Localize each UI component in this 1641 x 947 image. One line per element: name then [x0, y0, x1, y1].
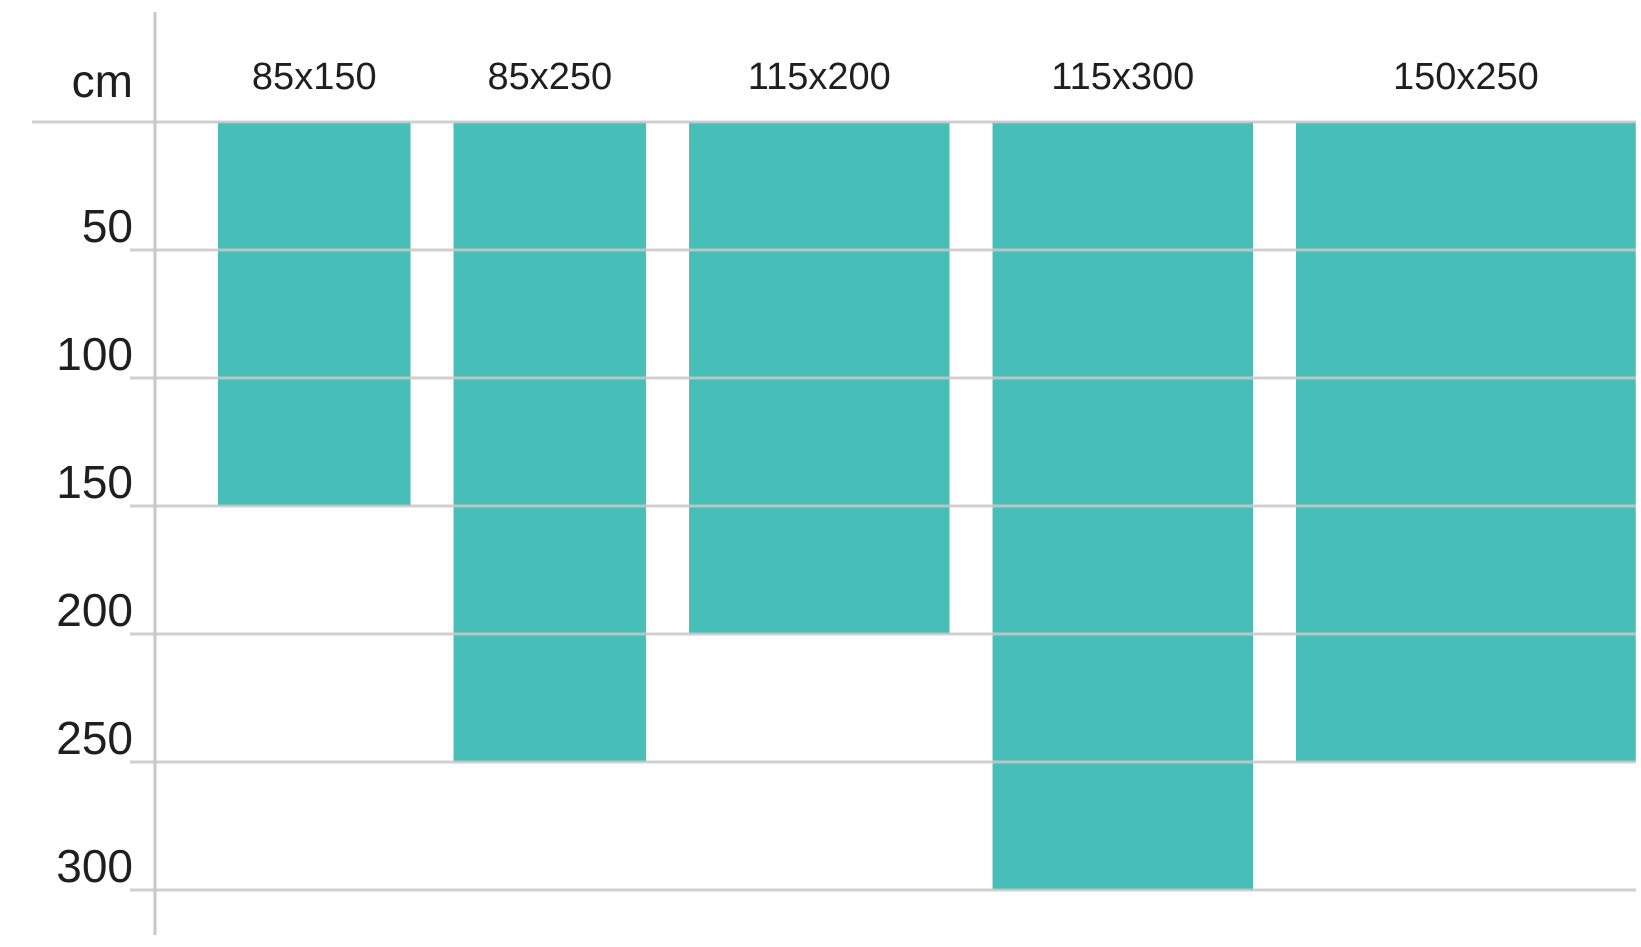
unit-label: cm [72, 55, 133, 107]
tick-labels: 50 100 150 200 250 300 [56, 200, 133, 892]
category-label: 150x250 [1393, 56, 1539, 98]
grid-layer [32, 120, 1636, 892]
y-tick-label: 50 [82, 200, 133, 252]
bar-85x150 [218, 122, 411, 506]
category-label: 115x200 [748, 56, 891, 98]
y-tick-label: 200 [56, 584, 133, 636]
y-tick-label: 150 [56, 456, 133, 508]
category-labels: 85x150 85x250 115x200 115x300 150x250 [252, 56, 1539, 98]
y-tick-label: 100 [56, 328, 133, 380]
bar-150x250 [1296, 122, 1636, 762]
category-label: 85x250 [487, 56, 612, 98]
category-label: 85x150 [252, 56, 377, 98]
y-tick-label: 250 [56, 712, 133, 764]
y-tick-label: 300 [56, 840, 133, 892]
category-label: 115x300 [1051, 56, 1194, 98]
bar-85x250 [453, 122, 647, 762]
